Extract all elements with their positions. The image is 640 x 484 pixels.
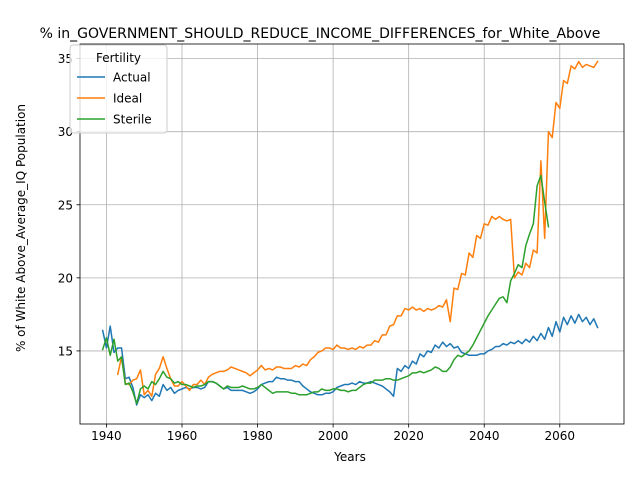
legend-label-ideal: Ideal — [113, 92, 142, 106]
series-line-sterile — [101, 174, 550, 405]
legend-label-sterile: Sterile — [113, 113, 152, 127]
series-line-ideal — [116, 60, 599, 397]
series-line-actual — [101, 313, 599, 406]
data-series — [101, 60, 599, 406]
x-tick-label: 1940 — [91, 429, 122, 443]
axis-ticks: 1940 1960 1980 2000 2020 2040 2060 15 20 25 30 35 — [58, 52, 575, 443]
legend-title: Fertility — [96, 51, 141, 65]
x-tick-label: 2040 — [469, 429, 500, 443]
y-tick-label: 35 — [58, 52, 73, 66]
x-tick-label: 1960 — [167, 429, 198, 443]
x-axis-label: Years — [333, 450, 366, 464]
legend: Fertility Actual Ideal Sterile — [69, 44, 168, 134]
legend-label-actual: Actual — [113, 71, 151, 85]
x-tick-label: 2020 — [393, 429, 424, 443]
plot-area-frame — [79, 43, 625, 425]
x-tick-label: 2060 — [545, 429, 576, 443]
x-tick-label: 2000 — [318, 429, 349, 443]
chart-title: % in_GOVERNMENT_SHOULD_REDUCE_INCOME_DIF… — [40, 26, 601, 42]
y-tick-label: 15 — [58, 344, 73, 358]
y-tick-label: 20 — [58, 271, 73, 285]
x-tick-label: 1980 — [242, 429, 273, 443]
grid-lines — [80, 44, 624, 424]
y-tick-label: 30 — [58, 125, 73, 139]
y-tick-label: 25 — [58, 198, 73, 212]
legend-box — [69, 44, 168, 134]
y-axis-label: % of White Above_Average_IQ Population — [14, 104, 28, 352]
